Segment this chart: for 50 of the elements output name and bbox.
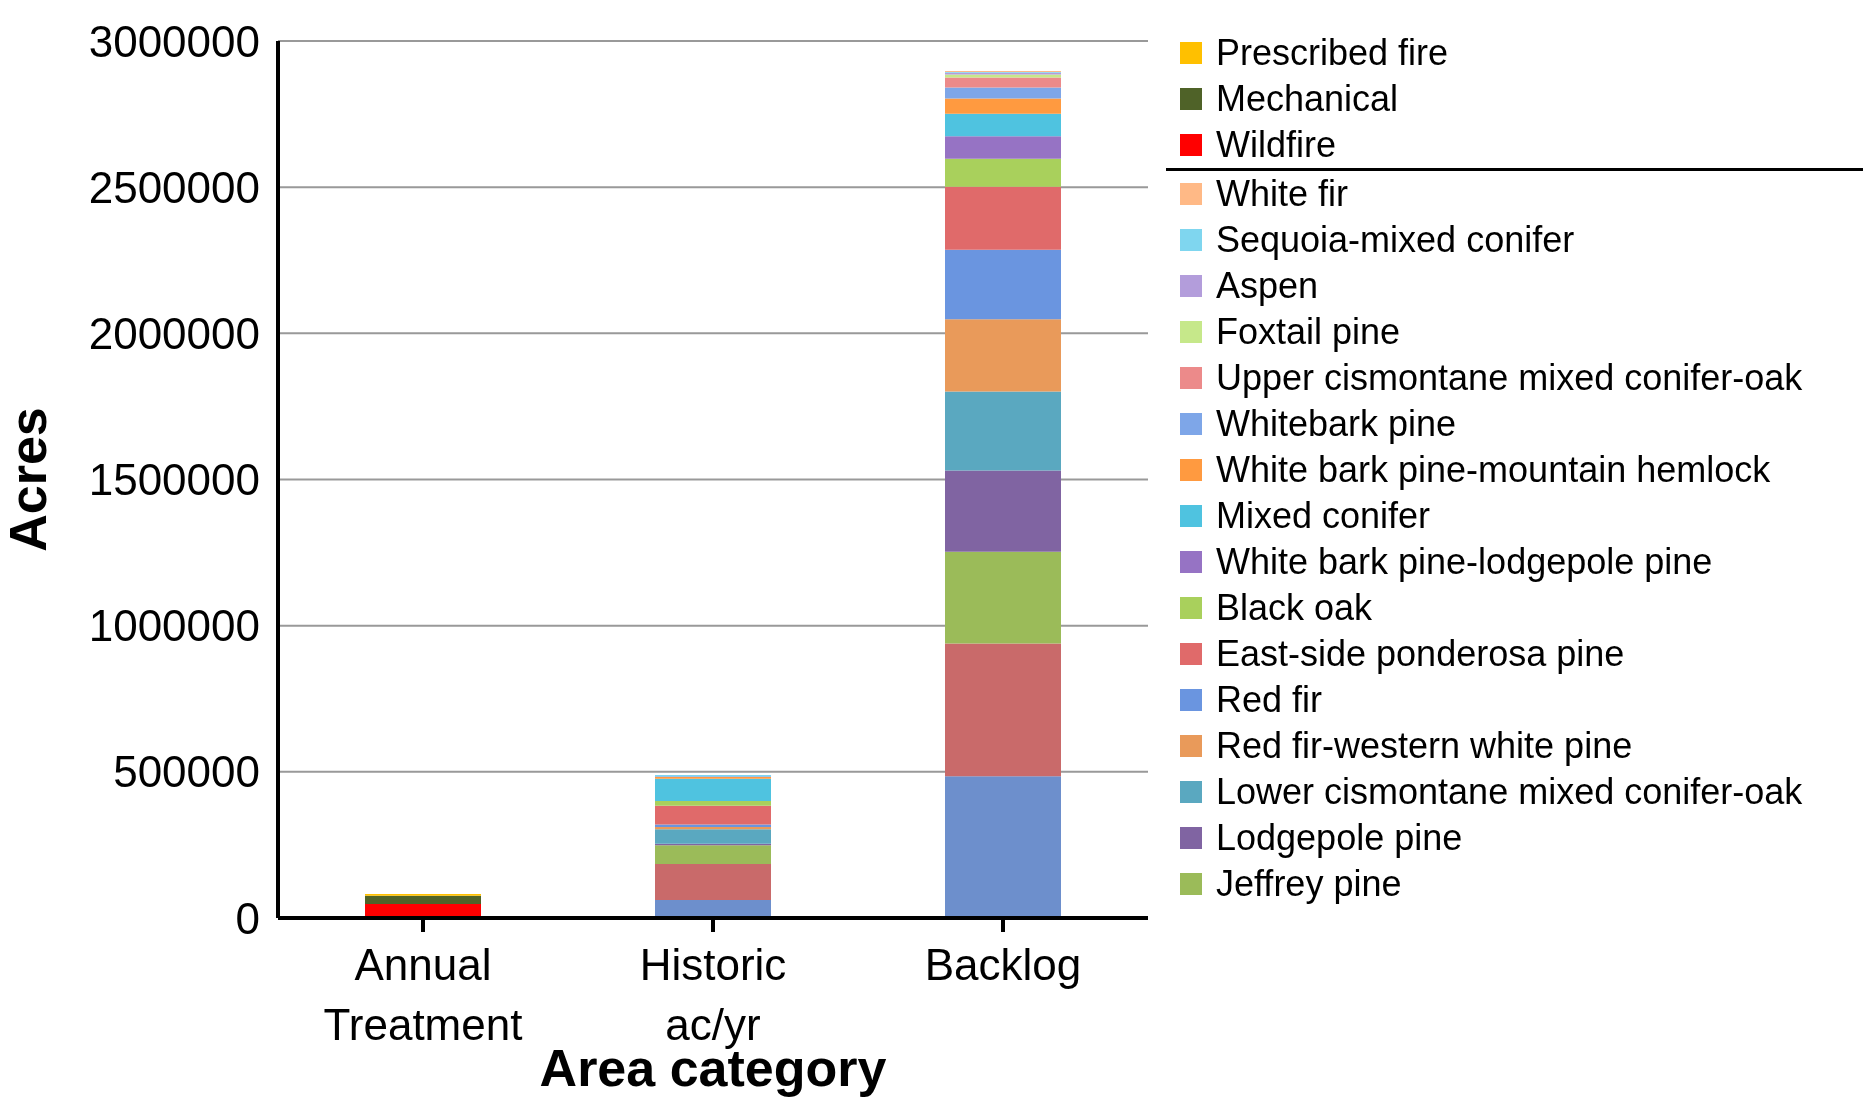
bar	[945, 551, 1061, 644]
y-tick-label: 1000000	[88, 601, 260, 651]
legend-label: White bark pine-lodgepole pine	[1216, 541, 1713, 583]
bar	[945, 77, 1061, 88]
legend-label: Upper cismontane mixed conifer-oak	[1216, 357, 1803, 399]
legend-label: Mixed conifer	[1216, 495, 1431, 537]
bar	[655, 845, 771, 864]
y-tick-label: 1500000	[88, 455, 260, 505]
y-tick-label: 500000	[113, 747, 260, 797]
y-tick-label: 3000000	[88, 16, 260, 66]
legend-label: Sequoia-mixed conifer	[1216, 219, 1575, 261]
y-tick-label: 2500000	[88, 162, 260, 212]
bar	[945, 391, 1061, 471]
legend-label: Foxtail pine	[1216, 311, 1401, 353]
legend-label: White fir	[1216, 173, 1349, 215]
legend-label: Prescribed fire	[1216, 32, 1449, 74]
legend-label: Black oak	[1216, 587, 1373, 629]
bar	[945, 776, 1061, 918]
legend-label: Wildfire	[1216, 124, 1337, 166]
bar	[945, 113, 1061, 137]
bar	[945, 87, 1061, 99]
legend-label: Lower cismontane mixed conifer-oak	[1216, 771, 1803, 813]
bar	[945, 158, 1061, 187]
bar	[945, 98, 1061, 114]
legend-label: Jeffrey pine	[1216, 863, 1402, 905]
legend-label: Red fir-western white pine	[1216, 725, 1633, 767]
y-tick-label: 2000000	[88, 308, 260, 358]
bar	[945, 136, 1061, 159]
bar	[365, 895, 481, 904]
bar	[655, 801, 771, 806]
legend-label: Mechanical	[1216, 78, 1399, 120]
legend-label: Red fir	[1216, 679, 1323, 721]
bar	[655, 863, 771, 900]
bar	[945, 643, 1061, 777]
legend-label: White bark pine-mountain hemlock	[1216, 449, 1771, 491]
x-tick-label: Backlog	[924, 940, 1082, 989]
bar	[655, 778, 771, 802]
legend-label: Aspen	[1216, 265, 1319, 307]
legend-label: Lodgepole pine	[1216, 817, 1463, 859]
bar	[655, 805, 771, 825]
x-tick-label: Annual Treatment	[323, 940, 523, 1049]
y-axis-title: Acres	[0, 407, 58, 552]
bar	[655, 829, 771, 844]
y-tick-label: 0	[235, 893, 260, 943]
bar	[945, 249, 1061, 320]
bar	[945, 186, 1061, 250]
legend-label: East-side ponderosa pine	[1216, 633, 1625, 675]
bar	[945, 319, 1061, 392]
bar	[945, 470, 1061, 552]
legend-label: Whitebark pine	[1216, 403, 1457, 445]
